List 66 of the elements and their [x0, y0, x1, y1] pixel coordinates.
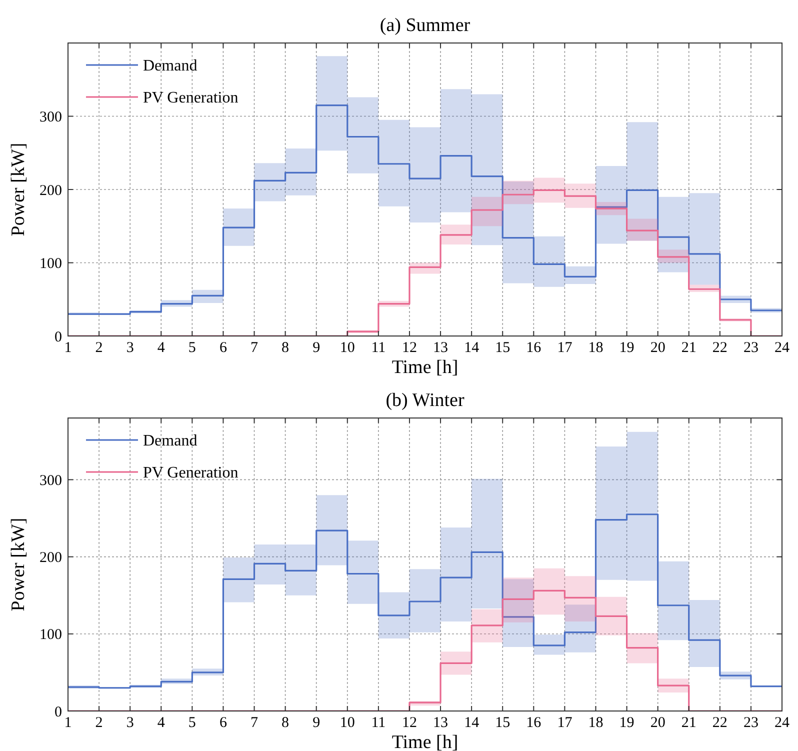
x-tick-label: 14: [464, 715, 480, 731]
x-tick-label: 13: [433, 715, 448, 731]
legend-label: PV Generation: [143, 464, 238, 482]
chart-title: (b) Winter: [386, 390, 465, 411]
x-tick-label: 18: [588, 715, 604, 731]
y-tick-label: 0: [54, 329, 62, 346]
x-tick-label: 15: [495, 715, 510, 731]
x-tick-label: 12: [402, 715, 417, 731]
x-tick-label: 4: [157, 340, 166, 356]
y-tick-label: 200: [40, 182, 62, 199]
x-tick-label: 5: [188, 715, 196, 731]
x-tick-label: 16: [526, 340, 542, 356]
y-tick-label: 200: [40, 550, 62, 566]
x-tick-label: 7: [250, 340, 259, 356]
x-tick-label: 11: [371, 340, 386, 356]
legend-label: Demand: [143, 432, 198, 450]
y-tick-label: 0: [54, 704, 62, 720]
x-axis-title: Time [h]: [392, 357, 458, 378]
x-tick-label: 4: [157, 715, 166, 731]
x-tick-label: 14: [464, 340, 480, 356]
x-tick-label: 16: [526, 715, 542, 731]
x-tick-label: 7: [250, 715, 259, 731]
x-tick-label: 18: [588, 340, 604, 356]
x-tick-label: 10: [340, 340, 355, 356]
x-tick-label: 11: [371, 715, 386, 731]
x-tick-label: 20: [650, 340, 666, 356]
y-tick-label: 300: [40, 110, 62, 126]
x-tick-label: 19: [619, 340, 634, 356]
x-tick-label: 3: [126, 715, 134, 731]
x-tick-label: 19: [619, 715, 634, 731]
x-tick-label: 9: [312, 340, 320, 356]
y-axis-title: Power [kW]: [8, 142, 29, 236]
x-tick-label: 21: [681, 715, 696, 731]
x-tick-label: 1: [64, 340, 72, 356]
x-tick-label: 9: [312, 715, 320, 731]
x-tick-label: 1: [64, 715, 72, 731]
legend-label: PV Generation: [143, 90, 238, 107]
x-tick-label: 24: [774, 715, 790, 731]
y-tick-label: 100: [40, 256, 62, 272]
y-axis-title: Power [kW]: [8, 518, 29, 612]
legend-label: Demand: [143, 58, 198, 75]
x-tick-label: 17: [557, 715, 573, 731]
x-tick-label: 22: [712, 715, 728, 731]
x-tick-label: 12: [402, 340, 417, 356]
x-tick-label: 24: [774, 340, 790, 356]
x-tick-label: 15: [495, 340, 510, 356]
x-tick-label: 22: [712, 340, 728, 356]
x-tick-label: 2: [95, 340, 103, 356]
x-tick-label: 6: [219, 715, 228, 731]
y-tick-label: 300: [40, 472, 62, 489]
x-tick-label: 13: [433, 340, 448, 356]
x-axis-title: Time [h]: [392, 732, 458, 751]
chart-title: (a) Summer: [380, 15, 471, 36]
x-tick-label: 5: [188, 340, 196, 356]
x-tick-label: 10: [340, 715, 355, 731]
y-tick-label: 100: [40, 627, 62, 644]
x-tick-label: 17: [557, 340, 573, 356]
x-tick-label: 23: [743, 715, 758, 731]
x-tick-label: 8: [282, 340, 290, 356]
x-tick-label: 23: [743, 340, 758, 356]
x-tick-label: 8: [282, 715, 290, 731]
x-tick-label: 6: [219, 340, 228, 356]
x-tick-label: 2: [95, 715, 103, 731]
x-tick-label: 20: [650, 715, 666, 731]
x-tick-label: 3: [126, 340, 134, 356]
x-tick-label: 21: [681, 340, 696, 356]
